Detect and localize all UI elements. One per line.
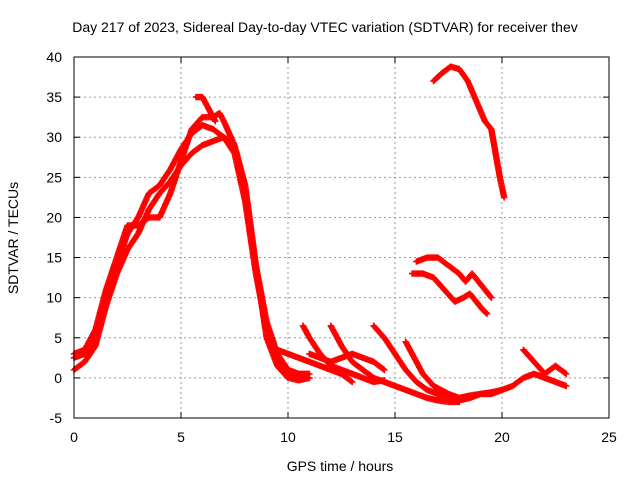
y-tick-label: 35 bbox=[46, 89, 62, 105]
chart-title: Day 217 of 2023, Sidereal Day-to-day VTE… bbox=[72, 19, 578, 35]
series-mid-arc-1 bbox=[413, 254, 495, 301]
y-tick-label: 5 bbox=[54, 330, 62, 346]
y-axis-label: SDTVAR / TECUs bbox=[5, 182, 21, 294]
data-point-marker bbox=[488, 294, 495, 301]
y-tick-label: 25 bbox=[46, 169, 62, 185]
data-layer bbox=[70, 63, 570, 406]
data-point-marker bbox=[500, 194, 508, 201]
data-point-marker bbox=[379, 365, 387, 373]
series-upper-arc bbox=[430, 63, 508, 201]
x-tick-label: 25 bbox=[601, 429, 617, 445]
y-tick-label: 40 bbox=[46, 49, 62, 65]
data-point-marker bbox=[347, 377, 355, 385]
x-tick-label: 10 bbox=[280, 429, 296, 445]
data-point-marker bbox=[563, 382, 570, 390]
tick-layer: 0 5 10 15 20 25 -5 0 5 10 15 20 25 30 35 40 bbox=[46, 49, 617, 445]
x-axis-label: GPS time / hours bbox=[287, 458, 394, 474]
data-point-marker bbox=[349, 378, 356, 386]
data-point-marker bbox=[563, 370, 570, 378]
y-tick-label: 30 bbox=[46, 129, 62, 145]
data-point-marker bbox=[381, 366, 388, 374]
data-point-marker bbox=[482, 309, 490, 316]
series-mid-1 bbox=[306, 350, 388, 374]
series-mid-2 bbox=[274, 346, 356, 386]
series-track-c bbox=[70, 109, 313, 384]
grid-layer bbox=[74, 57, 609, 418]
x-tick-label: 15 bbox=[387, 429, 403, 445]
series-late-1 bbox=[520, 346, 570, 378]
y-tick-label: 10 bbox=[46, 290, 62, 306]
data-point-marker bbox=[487, 293, 494, 300]
y-tick-label: 15 bbox=[46, 250, 62, 266]
series-evening-4 bbox=[402, 338, 570, 402]
x-tick-label: 5 bbox=[177, 429, 185, 445]
series-mid-arc-2 bbox=[408, 270, 491, 317]
data-point-marker bbox=[561, 369, 569, 377]
x-tick-label: 20 bbox=[494, 429, 510, 445]
data-point-marker bbox=[212, 117, 219, 125]
y-tick-label: 20 bbox=[46, 209, 62, 225]
y-tick-label: -5 bbox=[50, 410, 63, 426]
y-tick-label: 0 bbox=[54, 370, 62, 386]
data-point-marker bbox=[306, 374, 313, 382]
series-track-a bbox=[70, 134, 313, 378]
plot-frame bbox=[73, 56, 610, 419]
x-tick-label: 0 bbox=[70, 429, 78, 445]
data-point-marker bbox=[483, 310, 491, 317]
series-peak-spike bbox=[192, 93, 219, 125]
